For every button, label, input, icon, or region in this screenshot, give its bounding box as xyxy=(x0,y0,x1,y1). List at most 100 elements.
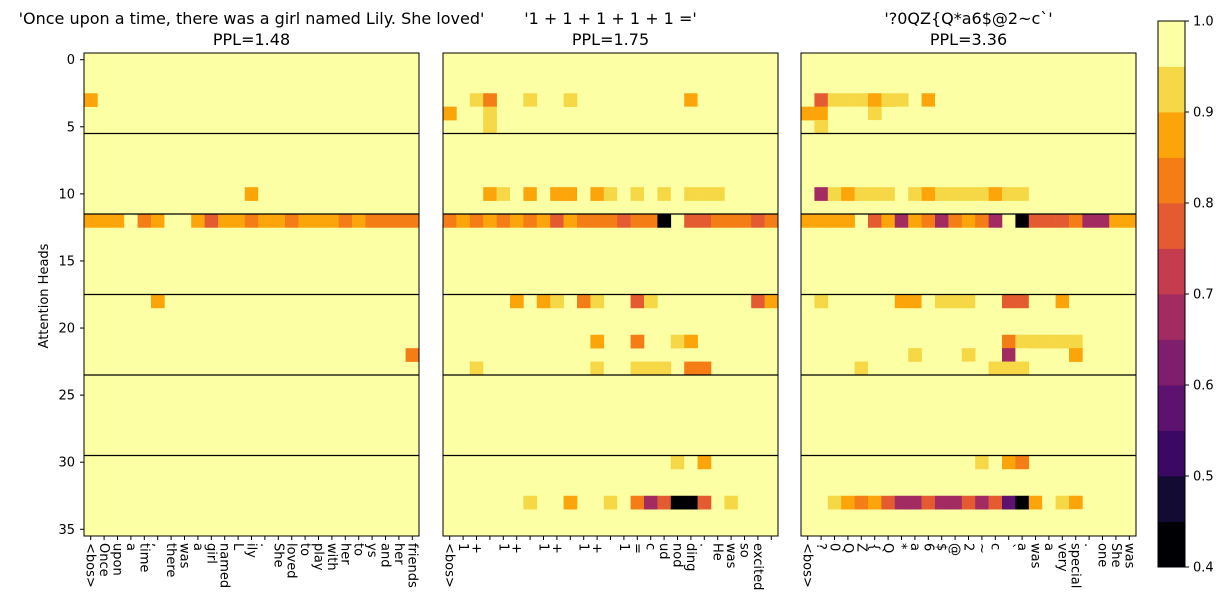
x-tick-label: <bos> xyxy=(442,543,457,588)
heatmap-cell xyxy=(827,495,842,510)
heatmap-cell xyxy=(84,294,98,309)
heatmap-cell xyxy=(868,495,882,510)
heatmap-cell xyxy=(841,106,855,121)
heatmap-cell xyxy=(177,214,192,228)
heatmap-cell xyxy=(469,79,484,94)
heatmap-cell xyxy=(392,214,406,228)
x-tick-label: . xyxy=(1081,543,1096,547)
heatmap-cell xyxy=(110,66,125,81)
heatmap-cell xyxy=(988,66,1003,81)
heatmap-cell xyxy=(563,93,578,107)
heatmap-cell xyxy=(657,93,672,107)
heatmap-cell xyxy=(868,214,882,228)
heatmap-cell xyxy=(496,214,511,228)
heatmap-cell xyxy=(483,214,497,228)
heatmap-cell xyxy=(801,214,815,228)
heatmap-cell xyxy=(751,334,765,349)
heatmap-cell xyxy=(1042,294,1056,309)
heatmap-cell xyxy=(151,214,165,228)
heatmap-cell xyxy=(814,66,829,81)
heatmap-cell xyxy=(603,495,618,510)
heatmap-cell xyxy=(697,93,712,107)
heatmap-cell xyxy=(523,361,538,376)
heatmap-cell xyxy=(975,361,989,376)
heatmap-cell xyxy=(644,495,658,510)
heatmap-cell xyxy=(1095,214,1110,228)
heatmap-cell xyxy=(868,294,882,309)
heatmap-cell xyxy=(697,361,712,376)
heatmap-cell xyxy=(338,294,353,309)
heatmap-cell xyxy=(961,187,976,201)
heatmap-cell xyxy=(988,348,1003,362)
heatmap-cell xyxy=(443,294,457,309)
heatmap-cell xyxy=(961,214,976,228)
x-tick-label: 6 xyxy=(920,543,935,551)
colorbar-segment xyxy=(1158,521,1185,568)
heatmap-cell xyxy=(338,334,353,349)
x-tick-label: ` xyxy=(1001,543,1016,550)
heatmap-cell xyxy=(644,294,658,309)
heatmap-cell xyxy=(510,495,524,510)
x-tick-label: a xyxy=(1041,543,1056,551)
heatmap-cell xyxy=(1069,455,1083,470)
heatmap-cell xyxy=(271,294,286,309)
heatmap-cell xyxy=(684,187,698,201)
x-tick-label: She xyxy=(1108,543,1123,568)
heatmap-cell xyxy=(697,214,712,228)
x-tick-label: . xyxy=(696,543,711,547)
heatmap-cell xyxy=(84,79,98,94)
heatmap-cell xyxy=(97,294,112,309)
heatmap-cell xyxy=(550,334,564,349)
heatmap-cell xyxy=(298,214,313,228)
x-tick-label: Q xyxy=(880,543,895,553)
x-tick-label: , xyxy=(150,543,165,547)
heatmap-cell xyxy=(975,455,989,470)
heatmap-cell xyxy=(563,214,578,228)
heatmap-cell xyxy=(510,106,524,121)
heatmap-cell xyxy=(365,294,380,309)
heatmap-cell xyxy=(244,187,259,201)
x-tick-label: 1 xyxy=(495,543,510,551)
heatmap-cell xyxy=(657,214,672,228)
heatmap-cell xyxy=(961,348,976,362)
heatmap-cell xyxy=(697,187,712,201)
heatmap-cell xyxy=(378,187,393,201)
x-tick-label: . xyxy=(257,543,272,547)
heatmap-cell xyxy=(697,455,712,470)
heatmap-cell xyxy=(97,214,112,228)
heatmap-cell xyxy=(894,294,909,309)
heatmap-cell xyxy=(894,361,909,376)
heatmap-cell xyxy=(550,495,564,510)
y-tick-label: 5 xyxy=(67,120,75,135)
x-tick-label: 1 xyxy=(536,543,551,551)
heatmap-cell xyxy=(814,106,829,121)
heatmap-cell xyxy=(1055,187,1070,201)
heatmap-cell xyxy=(1002,348,1016,362)
heatmap-cell xyxy=(271,214,286,228)
heatmap-cell xyxy=(975,187,989,201)
heatmap-cell xyxy=(814,187,829,201)
heatmap-cell xyxy=(550,93,564,107)
heatmap-cell xyxy=(469,361,484,376)
heatmap-cell xyxy=(110,79,125,94)
heatmap-cell xyxy=(894,495,909,510)
heatmap-cell xyxy=(908,214,922,228)
heatmap-cell xyxy=(948,294,963,309)
heatmap-cell xyxy=(164,214,179,228)
heatmap-cell xyxy=(670,495,685,510)
heatmap-cell xyxy=(1069,509,1083,523)
heatmap-cell xyxy=(670,187,685,201)
heatmap-cell xyxy=(325,214,339,228)
heatmap-cell xyxy=(1042,214,1056,228)
heatmap-cell xyxy=(961,495,976,510)
heatmap-cell xyxy=(684,455,698,470)
heatmap-cell xyxy=(378,214,393,228)
heatmap-cell xyxy=(443,106,457,121)
heatmap-cell xyxy=(881,187,896,201)
heatmap-cell xyxy=(975,495,989,510)
x-tick-label: girl xyxy=(203,543,218,564)
heatmap-cell xyxy=(841,214,855,228)
heatmap-cell xyxy=(469,294,484,309)
heatmap-cell xyxy=(84,187,98,201)
heatmap-cell xyxy=(577,294,591,309)
